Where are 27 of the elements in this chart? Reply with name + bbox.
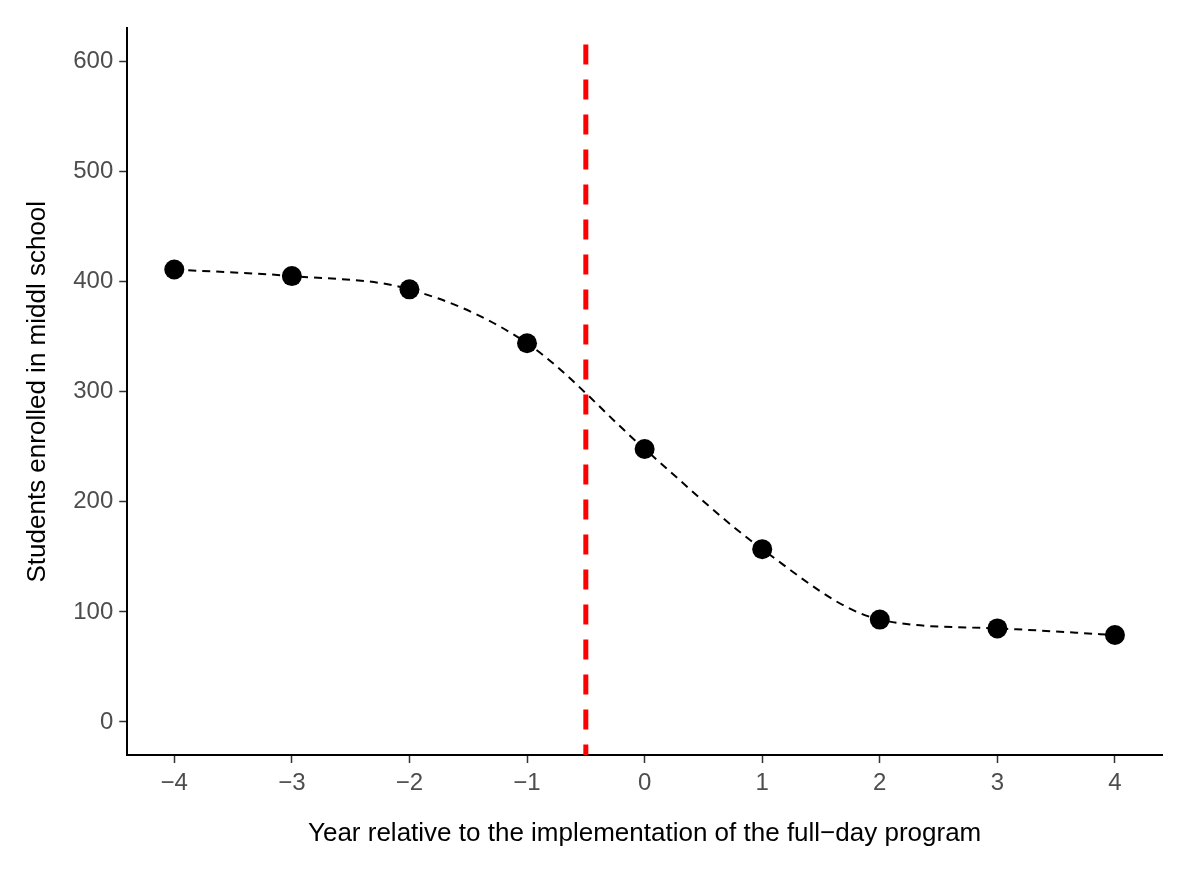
x-tick-label: −2 — [395, 768, 424, 796]
x-tick-label: 4 — [1108, 768, 1122, 796]
x-axis-title: Year relative to the implementation of the full−day program — [307, 816, 982, 847]
y-tick-label: 600 — [73, 46, 114, 74]
x-tick-label: −3 — [278, 768, 306, 796]
y-tick-label: 200 — [73, 486, 114, 514]
point — [1104, 625, 1125, 645]
y-tick-label: 500 — [73, 156, 114, 184]
x-tick-label: 2 — [873, 768, 887, 796]
y-tick-label: 400 — [73, 266, 114, 294]
point — [752, 539, 773, 560]
point — [164, 259, 185, 280]
x-tick-label: 3 — [990, 768, 1005, 796]
point — [281, 266, 302, 287]
point — [869, 609, 890, 630]
point — [517, 333, 538, 354]
y-tick-label: 0 — [99, 706, 114, 734]
x-tick-label: 0 — [637, 768, 652, 796]
point — [399, 279, 420, 300]
point — [987, 618, 1008, 639]
x-tick-label: 1 — [755, 768, 769, 796]
y-axis-title: Students enrolled in middl school — [20, 200, 51, 583]
x-tick-label: −1 — [513, 768, 541, 796]
y-tick-label: 100 — [73, 596, 114, 624]
point — [634, 438, 655, 459]
x-tick-label: −4 — [160, 768, 188, 796]
y-tick-label: 300 — [73, 376, 114, 404]
